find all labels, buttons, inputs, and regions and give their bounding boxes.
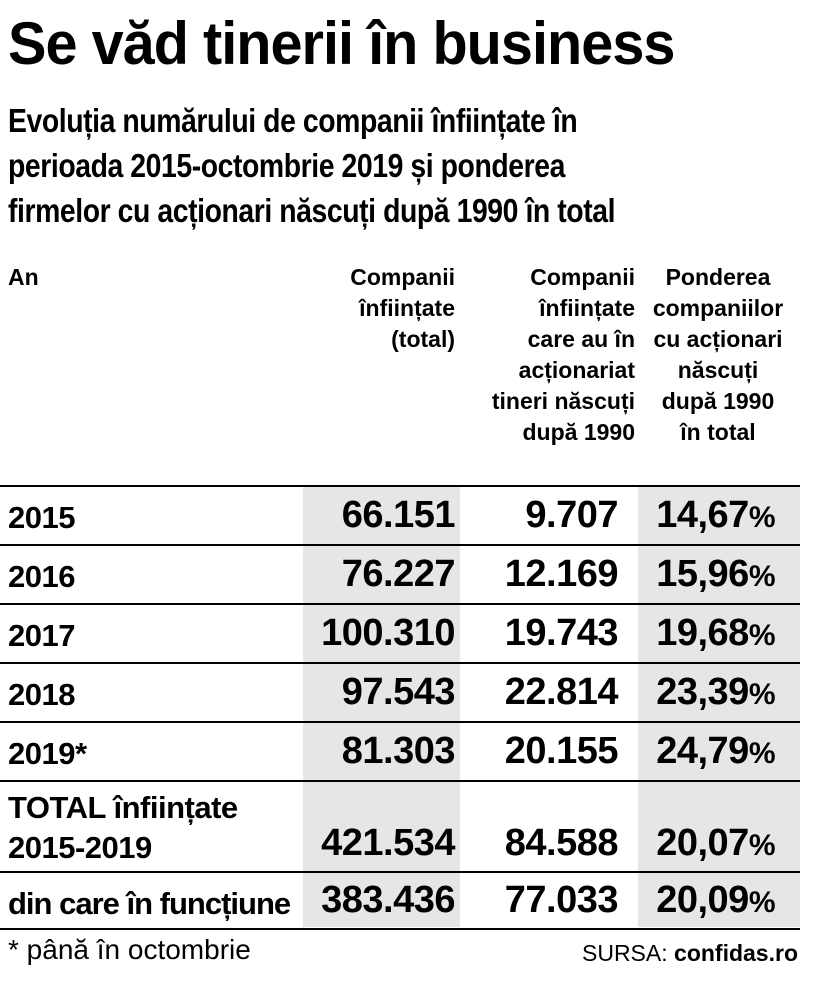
percent-sign: %	[748, 501, 776, 534]
share-value: 14,67	[656, 494, 749, 536]
rule	[0, 603, 800, 605]
header-line: înființate	[539, 295, 635, 321]
rule	[0, 871, 800, 873]
subtitle-line: firmelor cu acționari născuți după 1990 …	[8, 192, 616, 229]
header-line: în total	[680, 419, 756, 445]
header-line: care au în	[527, 326, 635, 352]
rule	[0, 928, 800, 930]
row-total: 66.151	[341, 494, 456, 536]
footnote: * până în octombrie	[8, 934, 251, 965]
row-share: 24,79%	[640, 730, 775, 773]
row-young: 20.155	[504, 730, 619, 772]
percent-sign: %	[748, 560, 776, 593]
total-young: 84.588	[504, 822, 619, 864]
percent-sign: %	[748, 619, 776, 652]
source: SURSA: confidas.ro	[582, 940, 798, 967]
percent-sign: %	[748, 737, 776, 770]
active-young: 77.033	[504, 879, 619, 921]
row-share: 23,39%	[640, 671, 775, 714]
share-value: 20,09	[656, 879, 749, 921]
total-label-line: TOTAL înființate	[8, 790, 238, 825]
row-young: 19.743	[504, 612, 619, 654]
row-year: 2016	[8, 559, 75, 594]
source-label: SURSA:	[582, 940, 668, 966]
total-label: TOTAL înființate 2015-2019	[8, 788, 238, 868]
share-value: 15,96	[656, 553, 749, 595]
percent-sign: %	[748, 678, 776, 711]
header-line: Companii	[350, 264, 455, 290]
row-year: 2015	[8, 500, 75, 535]
header-line: tineri născuți	[491, 388, 635, 414]
header-line: după 1990	[661, 388, 775, 414]
active-label: din care în funcțiune	[8, 886, 291, 921]
row-share: 19,68%	[640, 612, 775, 655]
row-young: 9.707	[525, 494, 618, 536]
header-line: Companii	[530, 264, 635, 290]
row-year: 2018	[8, 677, 75, 712]
header-year: An	[8, 264, 39, 290]
column-shade-total	[303, 487, 460, 927]
total-total: 421.534	[321, 822, 455, 864]
row-young: 12.169	[504, 553, 619, 595]
rule	[0, 662, 800, 664]
percent-sign: %	[748, 829, 776, 862]
column-shade-share	[638, 487, 800, 927]
header-line: născuți	[677, 357, 759, 383]
row-total: 97.543	[341, 671, 456, 713]
active-total: 383.436	[321, 879, 455, 921]
total-share: 20,07%	[640, 822, 775, 865]
row-total: 81.303	[341, 730, 456, 772]
row-young: 22.814	[504, 671, 619, 713]
row-year: 2017	[8, 618, 75, 653]
header-line: companiilor	[652, 295, 784, 321]
header-line: înființate	[359, 295, 455, 321]
subtitle: Evoluția numărului de companii înființat…	[8, 98, 687, 233]
rule	[0, 544, 800, 546]
header-companies-total: Companii înființate (total)	[305, 262, 455, 355]
header-line: după 1990	[522, 419, 636, 445]
total-label-line: 2015-2019	[8, 830, 152, 865]
header-share: Ponderea companiilor cu acționari născuț…	[638, 262, 798, 448]
share-value: 19,68	[656, 612, 749, 654]
header-line: Ponderea	[665, 264, 771, 290]
share-value: 20,07	[656, 822, 749, 864]
rule	[0, 721, 800, 723]
row-total: 100.310	[321, 612, 455, 654]
active-share: 20,09%	[640, 879, 775, 922]
row-share: 14,67%	[640, 494, 775, 537]
header-line: (total)	[391, 326, 455, 352]
percent-sign: %	[748, 886, 776, 919]
row-share: 15,96%	[640, 553, 775, 596]
header-companies-young: Companii înființate care au în acționari…	[460, 262, 635, 448]
row-year: 2019*	[8, 736, 87, 771]
subtitle-line: Evoluția numărului de companii înființat…	[8, 102, 578, 139]
share-value: 24,79	[656, 730, 749, 772]
row-total: 76.227	[341, 553, 456, 595]
header-line: acționariat	[518, 357, 635, 383]
rule	[0, 485, 800, 487]
source-value: confidas.ro	[674, 940, 798, 966]
subtitle-line: perioada 2015-octombrie 2019 și ponderea	[8, 147, 565, 184]
rule	[0, 780, 800, 782]
page-title: Se văd tinerii în business	[8, 10, 675, 77]
header-line: cu acționari	[653, 326, 783, 352]
share-value: 23,39	[656, 671, 749, 713]
